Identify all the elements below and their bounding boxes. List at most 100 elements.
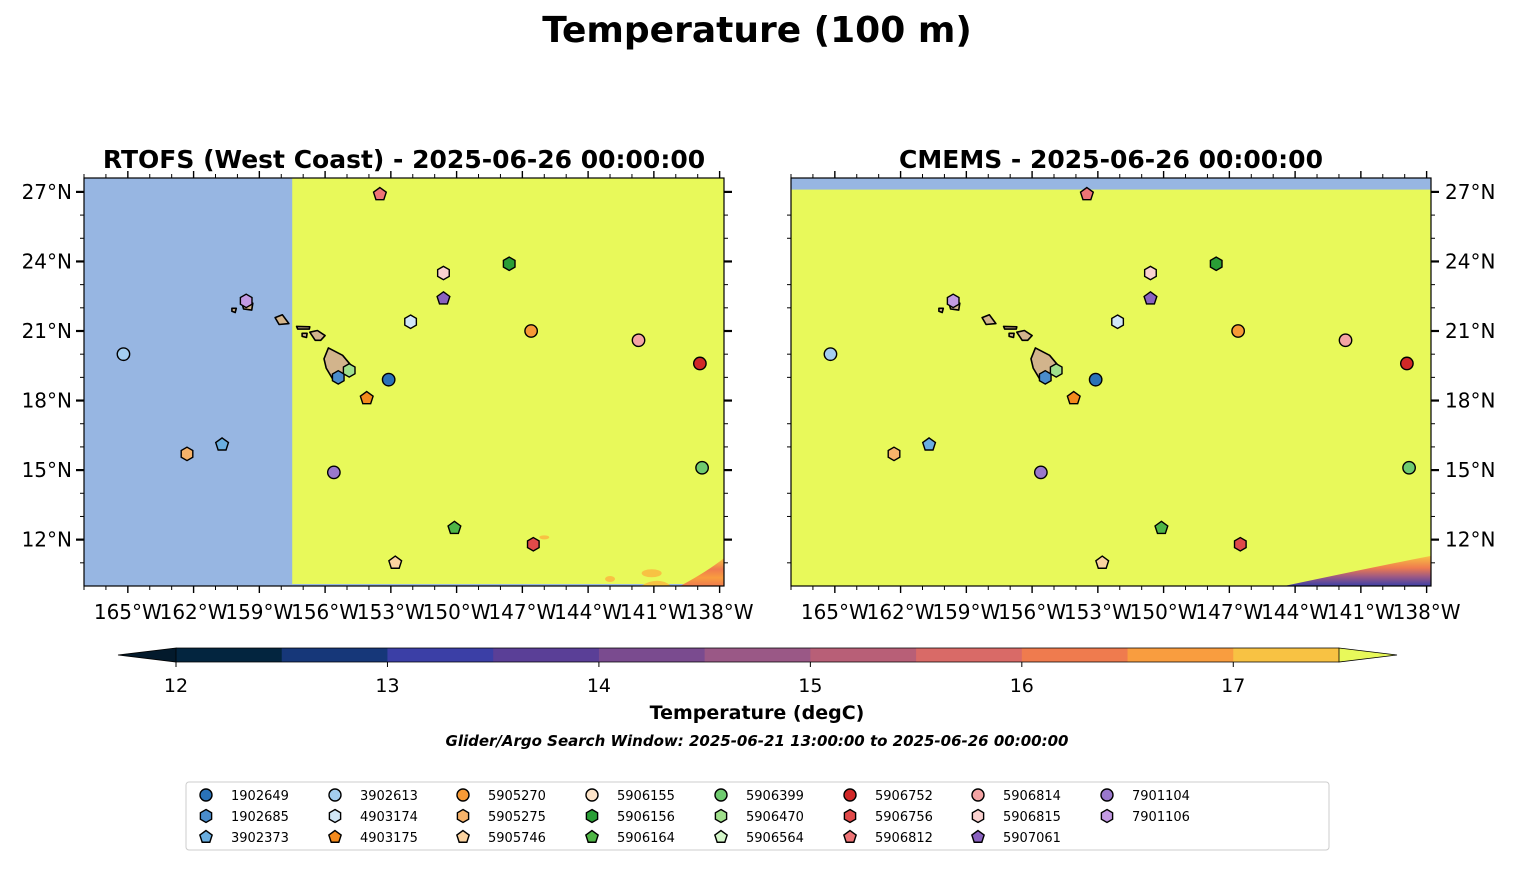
colorbar-tick-label: 16 (1010, 675, 1034, 697)
float-marker-5906815 (436, 265, 450, 281)
float-marker-5906814 (1338, 333, 1353, 348)
lon-tick-label: 159°W (225, 600, 293, 624)
colorbar: 12 13 14 15 16 17 (117, 647, 1398, 697)
legend-label-3902613: 3902613 (360, 789, 418, 804)
lon-tick-label: 153°W (357, 600, 425, 624)
colorbar-extend-high (1338, 647, 1398, 663)
float-marker-7901104 (1033, 465, 1048, 480)
float-marker-3902373 (214, 437, 230, 451)
float-marker-3902613 (823, 347, 838, 362)
lon-tick-label: 165°W (94, 600, 162, 624)
float-marker-5906814 (631, 333, 646, 348)
lon-tick-label: 162°W (867, 600, 935, 624)
float-marker-5906156 (502, 256, 516, 272)
float-marker-4903174 (404, 314, 418, 330)
temperature-field (791, 178, 1431, 586)
island-molokai (295, 325, 311, 330)
cool-water-patch (605, 576, 616, 583)
island-niihau (938, 307, 945, 314)
legend-marker-7901106 (1100, 808, 1114, 824)
lon-tick-label: 147°W (488, 600, 556, 624)
legend-label-5905270: 5905270 (488, 789, 546, 804)
float-marker-5905746 (1095, 555, 1110, 569)
lon-tick-label: 159°W (932, 600, 1000, 624)
colorbar-bin (704, 648, 811, 662)
colorbar-bin (281, 648, 388, 662)
island-maui (1016, 329, 1033, 342)
legend-marker-3902373 (199, 829, 213, 843)
legend-marker-7901104 (1100, 788, 1114, 802)
panel-title-rtofs: RTOFS (West Coast) - 2025-06-26 00:00:00 (103, 145, 705, 174)
float-marker-5906812 (1079, 186, 1095, 201)
legend-label-5906399: 5906399 (746, 789, 804, 804)
legend-marker-4903175 (328, 829, 342, 843)
legend-label-1902685: 1902685 (231, 810, 289, 825)
legend-label-5905275: 5905275 (488, 810, 546, 825)
legend-label-5906815: 5906815 (1003, 810, 1061, 825)
legend-marker-5905746 (456, 829, 470, 843)
legend-label-5906564: 5906564 (746, 831, 804, 846)
figure-title: Temperature (100 m) (542, 10, 972, 51)
float-marker-5906164 (447, 520, 462, 535)
lon-tick-label: 153°W (1064, 600, 1132, 624)
float-marker-5906470 (1049, 362, 1063, 378)
legend-label-5906814: 5906814 (1003, 789, 1061, 804)
colorbar-bin (1233, 648, 1340, 662)
float-marker-5905270 (1231, 324, 1246, 338)
float-marker-1902649 (381, 372, 396, 387)
cool-water-patch (641, 569, 662, 578)
float-marker-5906470 (342, 362, 356, 378)
lon-tick-label: 156°W (998, 600, 1066, 624)
float-marker-5906156 (1209, 256, 1223, 272)
cool-water-patch (640, 580, 672, 586)
lon-tick-label: 165°W (801, 600, 869, 624)
legend-label-7901104: 7901104 (1132, 789, 1190, 804)
island-lanai (301, 332, 308, 339)
float-marker-7901106 (946, 293, 960, 309)
float-marker-4903175 (359, 390, 374, 405)
lon-tick-label: 150°W (1130, 600, 1198, 624)
float-marker-5906399 (1402, 460, 1416, 475)
lon-tick-label: 138°W (686, 600, 754, 624)
float-marker-5907061 (1143, 290, 1158, 305)
legend-marker-5907061 (971, 829, 985, 843)
lat-tick-label: 21°N (22, 319, 72, 343)
legend-marker-5906399 (714, 788, 728, 802)
cool-water-patch (680, 558, 724, 586)
lon-tick-label: 156°W (291, 600, 359, 624)
island-molokai (1002, 325, 1018, 330)
float-marker-7901104 (326, 465, 341, 480)
float-marker-3902373 (921, 437, 937, 451)
float-marker-3902613 (116, 347, 131, 362)
map-panel-rtofs: 165°W162°W159°W156°W153°W150°W147°W144°W… (22, 171, 754, 624)
float-marker-1902685 (1038, 369, 1052, 385)
legend-label-1902649: 1902649 (231, 789, 289, 804)
island-maui (309, 329, 326, 342)
legend-marker-5905270 (456, 788, 470, 802)
legend-label-5907061: 5907061 (1003, 831, 1061, 846)
legend-label-5905746: 5905746 (488, 831, 546, 846)
lat-tick-label: 15°N (22, 458, 72, 482)
legend-marker-5906812 (843, 829, 857, 843)
cool-water-patch (539, 535, 550, 540)
legend-marker-5906164 (585, 829, 599, 843)
island-oahu (274, 314, 290, 326)
float-marker-5906812 (372, 186, 388, 201)
lat-tick-label: 18°N (1445, 389, 1495, 413)
legend-marker-5906155 (585, 788, 599, 802)
map-frame (790, 177, 1432, 587)
island-oahu (981, 314, 997, 326)
float-marker-5906752 (692, 356, 707, 371)
colorbar-tick-label: 14 (587, 675, 611, 697)
colorbar-bin (1021, 648, 1129, 662)
float-marker-5905275 (180, 446, 194, 462)
lon-tick-label: 150°W (423, 600, 491, 624)
float-marker-4903174 (1111, 314, 1125, 330)
legend-label-5906812: 5906812 (875, 831, 933, 846)
legend-label-4903175: 4903175 (360, 831, 418, 846)
colorbar-bin (387, 648, 494, 662)
legend-marker-5906814 (971, 788, 985, 802)
colorbar-bin (810, 648, 917, 662)
colorbar-bin (176, 648, 283, 662)
float-marker-5906164 (1154, 520, 1169, 535)
